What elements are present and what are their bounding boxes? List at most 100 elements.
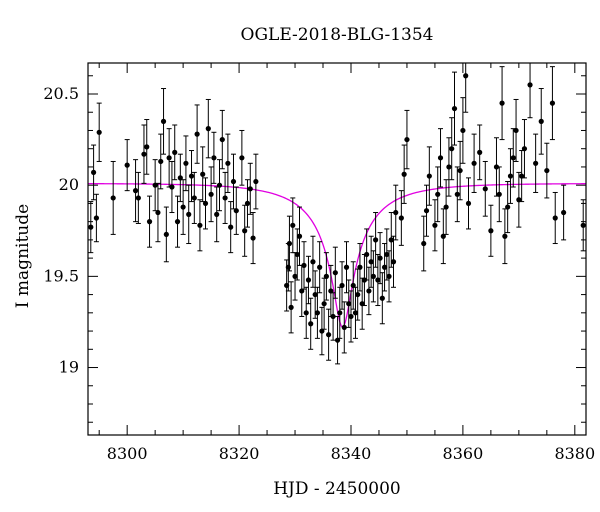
data-point — [426, 173, 432, 179]
x-axis-label: HJD - 2450000 — [273, 479, 401, 499]
error-bars — [88, 63, 586, 365]
data-point — [454, 191, 460, 197]
data-point — [580, 222, 586, 228]
data-point — [502, 233, 508, 239]
data-point — [375, 277, 381, 283]
data-point — [386, 273, 392, 279]
data-point — [314, 310, 321, 316]
data-points — [88, 73, 586, 343]
x-tick-label: 8360 — [443, 444, 484, 463]
data-point — [308, 321, 314, 327]
data-point — [296, 233, 303, 239]
data-point — [188, 173, 195, 179]
data-point — [194, 131, 200, 137]
data-point — [346, 301, 352, 307]
data-point — [343, 264, 350, 270]
data-point — [398, 215, 404, 221]
y-tick-label: 19.5 — [43, 266, 79, 285]
data-point — [250, 235, 256, 241]
data-point — [493, 164, 500, 170]
data-point — [124, 162, 130, 168]
data-point — [440, 233, 446, 239]
data-point — [527, 82, 533, 88]
data-point — [294, 251, 300, 258]
data-point — [496, 191, 502, 197]
data-point — [384, 251, 390, 258]
data-point — [205, 126, 211, 132]
data-point — [233, 208, 239, 214]
data-point — [303, 310, 309, 316]
data-point — [222, 195, 228, 201]
data-point — [561, 209, 567, 216]
data-point — [208, 191, 214, 197]
data-point — [160, 118, 167, 124]
data-point — [144, 144, 150, 150]
data-point — [443, 204, 449, 210]
data-point — [253, 178, 259, 185]
data-point — [177, 175, 183, 181]
data-point — [96, 129, 102, 135]
data-point — [332, 270, 338, 276]
data-point — [370, 273, 376, 279]
data-point — [373, 237, 379, 243]
data-point — [169, 184, 175, 190]
data-point — [488, 228, 494, 234]
data-point — [379, 295, 385, 301]
data-point — [244, 200, 251, 207]
data-point — [216, 182, 223, 188]
data-point — [451, 105, 458, 112]
data-point — [310, 259, 316, 265]
data-point — [292, 273, 298, 279]
data-point — [366, 288, 372, 294]
tick-labels: 8300 8320 8340 8360 8380 19 19.5 20 20.5 — [43, 84, 595, 463]
data-point — [191, 195, 197, 201]
data-point — [285, 264, 291, 270]
data-point — [288, 304, 294, 310]
data-point — [180, 204, 186, 210]
data-point — [328, 288, 334, 294]
data-point — [225, 160, 231, 166]
data-point — [305, 277, 312, 283]
data-point — [423, 208, 430, 214]
data-point — [239, 155, 245, 161]
data-point — [505, 204, 511, 210]
data-point — [519, 173, 525, 179]
data-point — [211, 155, 217, 161]
data-point — [449, 146, 455, 152]
data-point — [90, 169, 97, 176]
data-point — [200, 171, 206, 177]
model-curve — [88, 182, 586, 329]
chart-title: OGLE-2018-BLG-1354 — [241, 25, 434, 45]
data-point — [290, 222, 296, 228]
data-point — [158, 158, 164, 165]
data-point — [330, 313, 336, 320]
data-point — [544, 167, 550, 174]
data-point — [359, 301, 365, 307]
data-point — [446, 164, 452, 170]
data-point — [357, 264, 363, 270]
data-point — [348, 313, 354, 320]
data-point — [163, 231, 169, 238]
data-point — [326, 332, 332, 338]
y-tick-label: 19 — [59, 358, 79, 377]
data-point — [247, 186, 253, 192]
data-point — [301, 262, 307, 269]
plot-frame — [87, 62, 587, 436]
data-point — [465, 200, 472, 207]
data-point — [471, 160, 477, 166]
data-point — [381, 264, 388, 270]
data-point — [317, 264, 323, 270]
data-point — [88, 224, 94, 230]
x-tick-label: 8320 — [219, 444, 260, 463]
data-point — [334, 337, 341, 343]
data-point — [197, 222, 203, 228]
data-point — [463, 73, 469, 79]
data-point — [93, 215, 99, 221]
data-point — [183, 160, 189, 166]
data-point — [364, 251, 370, 258]
data-point — [230, 178, 237, 185]
data-point — [460, 127, 466, 134]
data-point — [533, 160, 539, 166]
data-point — [482, 186, 488, 192]
data-point — [404, 136, 410, 143]
